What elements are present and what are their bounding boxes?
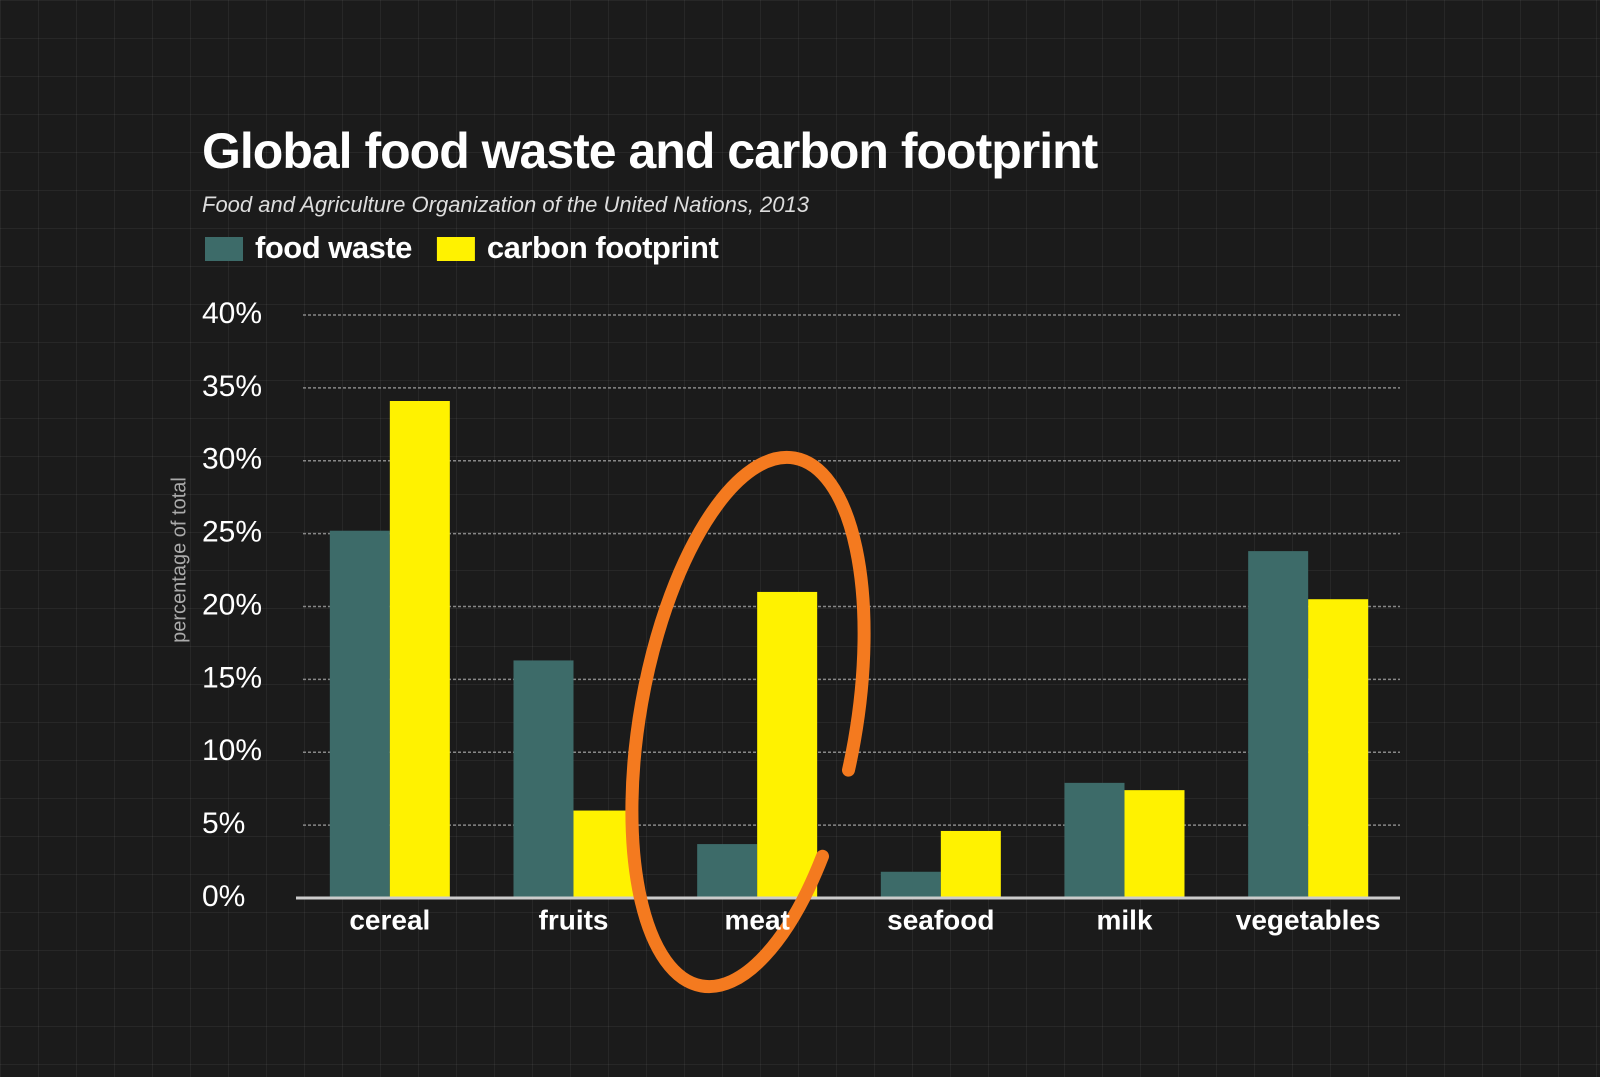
x-tick-label: milk: [1096, 904, 1152, 935]
y-tick-label: 25%: [202, 516, 262, 549]
legend-swatch: [205, 237, 243, 261]
bar: [1064, 782, 1125, 898]
bar: [940, 830, 1001, 898]
bar: [1248, 551, 1309, 898]
legend-label: carbon footprint: [487, 230, 719, 265]
y-tick-label: 5%: [202, 807, 245, 840]
bar: [1124, 790, 1185, 898]
y-tick-label: 30%: [202, 443, 262, 476]
y-tick-label: 0%: [202, 880, 245, 913]
bar: [757, 591, 818, 898]
y-axis-label: percentage of total: [168, 477, 190, 643]
y-tick-label: 35%: [202, 370, 262, 403]
legend-label: food waste: [255, 230, 412, 265]
bar: [1308, 599, 1369, 898]
y-tick-label: 20%: [202, 588, 262, 621]
bar: [329, 530, 390, 898]
x-tick-label: fruits: [539, 904, 609, 935]
chart-subtitle: Food and Agriculture Organization of the…: [202, 192, 810, 217]
bar: [389, 400, 450, 898]
bar: [573, 810, 634, 898]
x-tick-label: cereal: [349, 904, 430, 935]
annotation-circle: [625, 450, 871, 994]
bar: [513, 660, 574, 898]
y-tick-label: 15%: [202, 661, 262, 694]
y-tick-label: 10%: [202, 734, 262, 767]
x-tick-label: seafood: [887, 904, 994, 935]
bar: [697, 844, 758, 898]
x-tick-label: vegetables: [1236, 904, 1381, 935]
chart-title: Global food waste and carbon footprint: [202, 123, 1099, 179]
bar: [880, 871, 941, 898]
legend-swatch: [436, 237, 475, 261]
y-tick-label: 40%: [202, 297, 262, 330]
x-tick-label: meat: [724, 904, 789, 935]
